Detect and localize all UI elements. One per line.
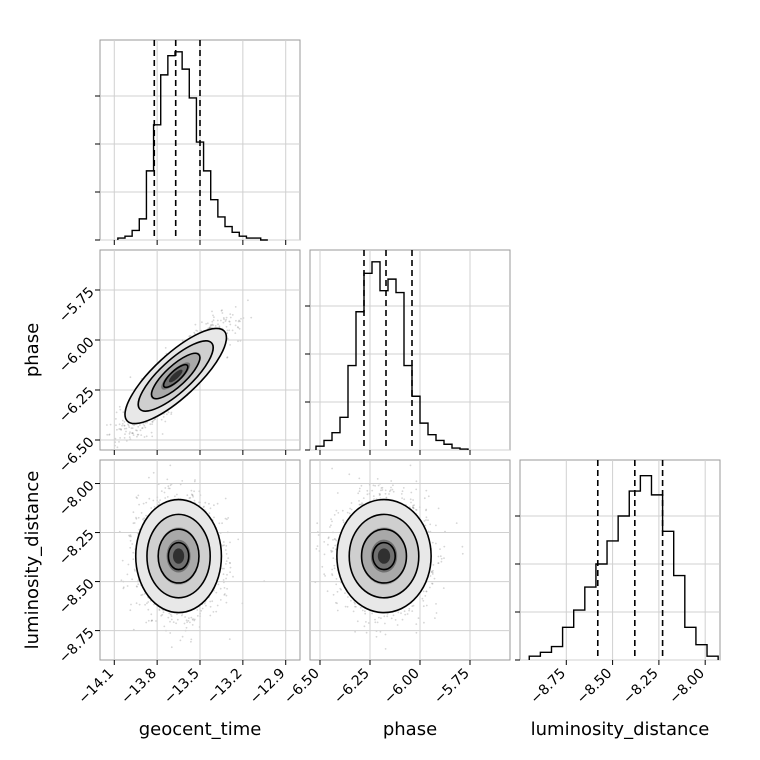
hist-phase-bin — [324, 440, 332, 450]
x-tick-label-phase: −6.50 — [281, 666, 323, 708]
x-tick-label-phase: −6.00 — [381, 666, 423, 708]
hist-phase-bin — [332, 433, 340, 450]
x-axis-label-geocent-time: geocent_time — [139, 719, 262, 740]
y-axis-label-phase: phase — [22, 323, 43, 377]
x-tick-label-luminosity-distance: −8.25 — [620, 666, 662, 708]
y-tick-label-luminosity-distance: −8.50 — [56, 576, 98, 618]
x-axis-label-luminosity-distance: luminosity_distance — [531, 719, 710, 740]
hist-geocent-time-bin — [182, 69, 189, 240]
hist-luminosity-distance-bin — [640, 476, 651, 660]
hist-phase-bin — [396, 293, 404, 450]
hist-phase-bin — [436, 440, 444, 450]
y-tick-label-phase: −6.00 — [56, 334, 98, 376]
hist-luminosity-distance-bin — [685, 627, 696, 660]
hist-geocent-time-outline — [117, 51, 268, 241]
y-tick-label-phase: −6.50 — [56, 434, 98, 476]
panel-phase-vs-geocent-time-contour — [162, 363, 189, 389]
hist-phase-bin — [420, 423, 428, 450]
hist-phase-bin — [372, 262, 380, 450]
hist-luminosity-distance-bin — [585, 587, 596, 660]
hist-geocent-time-bin — [189, 98, 196, 240]
hist-phase-bin — [388, 279, 396, 450]
y-tick-label-luminosity-distance: −8.75 — [56, 625, 98, 667]
x-tick-label-luminosity-distance: −8.00 — [666, 666, 708, 708]
hist-geocent-time-bin — [232, 232, 239, 240]
hist-phase-outline — [315, 261, 469, 450]
hist-phase-bin — [340, 417, 348, 450]
y-tick-label-phase: −6.25 — [56, 384, 98, 426]
hist-phase-bin — [364, 273, 372, 450]
x-tick-label-luminosity-distance: −8.50 — [574, 666, 616, 708]
hist-geocent-time-bin — [204, 171, 211, 240]
y-axis-label-luminosity-distance: luminosity_distance — [22, 471, 43, 650]
hist-geocent-time-bin — [168, 56, 175, 240]
hist-luminosity-distance-bin — [540, 652, 551, 660]
x-axis-label-phase: phase — [383, 719, 437, 740]
panel-phase-vs-geocent-time-contour — [150, 352, 201, 400]
panel-phase-vs-geocent-time-contour — [124, 327, 228, 425]
hist-phase-bin — [348, 366, 356, 450]
y-tick-label-luminosity-distance: −8.00 — [56, 478, 98, 520]
panel-phase-vs-geocent-time-contour — [137, 340, 214, 412]
panel-lumdist-vs-geocent-time-contour — [134, 498, 223, 614]
x-tick-label-geocent-time: −13.8 — [118, 666, 160, 708]
panel-phase-vs-geocent-time-density-level — [168, 369, 183, 383]
panel-lumdist-vs-geocent-time-contour — [146, 513, 211, 599]
hist-luminosity-distance-bin — [663, 531, 674, 660]
hist-geocent-time-bin — [225, 227, 232, 240]
x-tick-label-phase: −5.75 — [431, 666, 473, 708]
panel-lumdist-vs-geocent-time-contour — [167, 541, 190, 571]
hist-phase-bin — [444, 444, 452, 450]
hist-phase-bin — [356, 312, 364, 450]
x-tick-label-geocent-time: −13.5 — [161, 666, 203, 708]
hist-luminosity-distance-bin — [651, 495, 662, 660]
hist-luminosity-distance-bin — [674, 576, 685, 660]
x-tick-label-geocent-time: −12.9 — [247, 666, 289, 708]
hist-luminosity-distance-bin — [574, 610, 585, 660]
hist-geocent-time-bin — [146, 171, 153, 240]
hist-phase-bin — [412, 396, 420, 450]
panel-lumdist-vs-phase-contour — [371, 541, 397, 571]
x-tick-label-phase: −6.25 — [331, 666, 373, 708]
x-tick-label-geocent-time: −13.2 — [204, 666, 246, 708]
x-tick-label-geocent-time: −14.1 — [75, 666, 117, 708]
hist-phase-bin — [404, 366, 412, 450]
panel-lumdist-vs-phase-frame — [309, 459, 511, 661]
hist-luminosity-distance-bin — [607, 541, 618, 660]
hist-geocent-time-bin — [161, 75, 168, 240]
hist-geocent-time-bin — [218, 217, 225, 240]
y-tick-label-phase: −5.75 — [56, 284, 98, 326]
hist-luminosity-distance-outline — [528, 474, 719, 660]
panel-lumdist-vs-phase-contour — [348, 513, 420, 599]
x-tick-label-luminosity-distance: −8.75 — [527, 666, 569, 708]
hist-luminosity-distance-bin — [696, 645, 707, 660]
panel-lumdist-vs-geocent-time-contour — [157, 528, 200, 584]
hist-phase-bin — [428, 435, 436, 450]
hist-luminosity-distance-bin — [563, 627, 574, 660]
hist-luminosity-distance-bin — [618, 516, 629, 660]
hist-geocent-time-bin — [132, 230, 139, 240]
y-tick-label-luminosity-distance: −8.25 — [56, 527, 98, 569]
panel-lumdist-vs-geocent-time-density-level — [172, 548, 185, 564]
hist-geocent-time-bin — [211, 200, 218, 240]
hist-geocent-time-bin — [139, 219, 146, 240]
hist-luminosity-distance-bin — [551, 647, 562, 660]
panel-layer: −14.1 −13.8 −13.5 −13.2 −12.9−6.50 −6.25 −6.00… — [56, 39, 721, 708]
panel-lumdist-vs-phase-contour — [360, 528, 408, 584]
panel-lumdist-vs-phase-density-level — [377, 548, 391, 564]
panel-lumdist-vs-phase-contour — [336, 498, 432, 614]
